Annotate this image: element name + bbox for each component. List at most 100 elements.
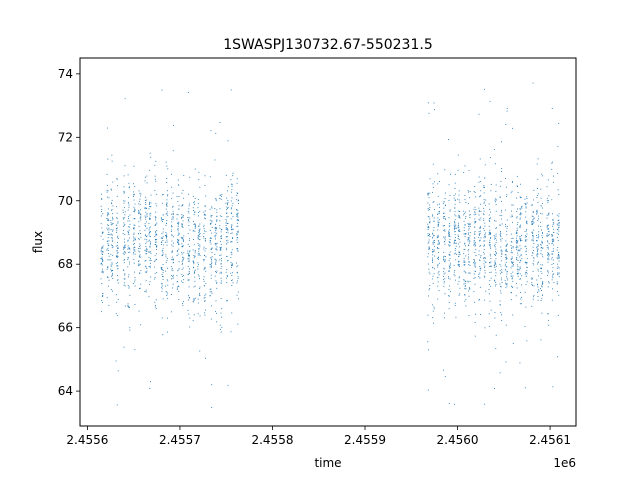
data-point (237, 272, 238, 274)
data-point (468, 224, 470, 226)
data-point (438, 274, 440, 276)
data-point (484, 276, 486, 278)
data-point (557, 229, 559, 230)
data-point (537, 220, 539, 222)
data-point (519, 225, 521, 227)
data-point (499, 304, 501, 306)
data-point (495, 239, 497, 241)
data-point (469, 226, 471, 227)
data-point (215, 259, 217, 261)
data-point (106, 215, 108, 217)
data-point (526, 267, 528, 268)
data-point (494, 266, 496, 268)
data-point (516, 245, 518, 247)
data-point (443, 255, 445, 257)
data-point (127, 232, 129, 234)
data-point (227, 186, 229, 188)
data-point (464, 199, 466, 201)
data-point (108, 231, 110, 233)
data-point (516, 227, 518, 229)
data-point (134, 224, 136, 226)
data-point (480, 237, 482, 239)
data-point (558, 222, 560, 223)
data-point (484, 187, 485, 188)
data-point (455, 279, 456, 281)
data-point (454, 228, 455, 230)
chart-title: 1SWASPJ130732.67-550231.5 (223, 37, 432, 53)
data-point (102, 261, 103, 263)
data-point (427, 209, 429, 211)
data-point (479, 240, 481, 242)
data-point (546, 186, 548, 188)
data-point (155, 299, 157, 301)
data-point (512, 237, 514, 239)
data-point (108, 255, 110, 257)
data-point (128, 206, 130, 208)
data-point (536, 254, 538, 256)
data-point (236, 194, 238, 196)
data-point (127, 240, 129, 242)
data-point (439, 181, 440, 182)
data-point (194, 230, 196, 232)
data-point (231, 224, 233, 226)
data-point (149, 215, 151, 217)
data-point (463, 227, 465, 229)
data-point (467, 190, 469, 192)
data-point (438, 211, 440, 213)
data-point (558, 224, 560, 226)
data-point (500, 265, 502, 267)
data-point (173, 236, 174, 238)
data-point (231, 279, 233, 281)
data-point (521, 240, 523, 241)
data-point (468, 226, 470, 227)
data-point (558, 294, 560, 296)
data-point (501, 260, 502, 262)
data-point (237, 209, 239, 211)
data-point (551, 299, 553, 301)
data-point (429, 207, 431, 208)
data-point (110, 264, 112, 266)
data-point (538, 218, 539, 220)
data-point (540, 197, 542, 199)
data-point (101, 264, 103, 266)
data-point (189, 176, 191, 178)
data-point (500, 279, 502, 281)
data-point (230, 179, 232, 181)
data-point (478, 234, 480, 236)
data-point (171, 186, 173, 188)
data-point (161, 237, 163, 239)
data-point (457, 227, 459, 229)
data-point (552, 248, 554, 250)
data-point (210, 223, 212, 224)
data-point (102, 247, 104, 249)
data-point (506, 230, 508, 232)
data-point (172, 213, 174, 215)
data-point (505, 245, 507, 247)
data-point (226, 243, 228, 245)
data-point (165, 208, 167, 210)
data-point (438, 243, 440, 245)
data-point (484, 272, 486, 274)
data-point (203, 260, 205, 262)
data-point (495, 184, 497, 186)
data-point (144, 225, 146, 226)
data-point (474, 212, 476, 214)
data-point (489, 157, 491, 158)
data-point (480, 255, 482, 257)
data-point (558, 222, 560, 224)
data-point (226, 220, 227, 222)
data-point (134, 250, 136, 252)
x-tick-label: 2.4561 (529, 433, 571, 447)
data-point (139, 248, 141, 249)
data-point (100, 223, 102, 225)
data-point (156, 234, 158, 236)
data-point (209, 295, 211, 296)
data-point (199, 231, 200, 233)
data-point (495, 348, 497, 350)
data-point (459, 293, 461, 295)
data-point (133, 193, 135, 195)
data-point (107, 158, 109, 160)
data-point (450, 291, 451, 293)
data-point (215, 243, 216, 245)
data-point (181, 216, 182, 218)
